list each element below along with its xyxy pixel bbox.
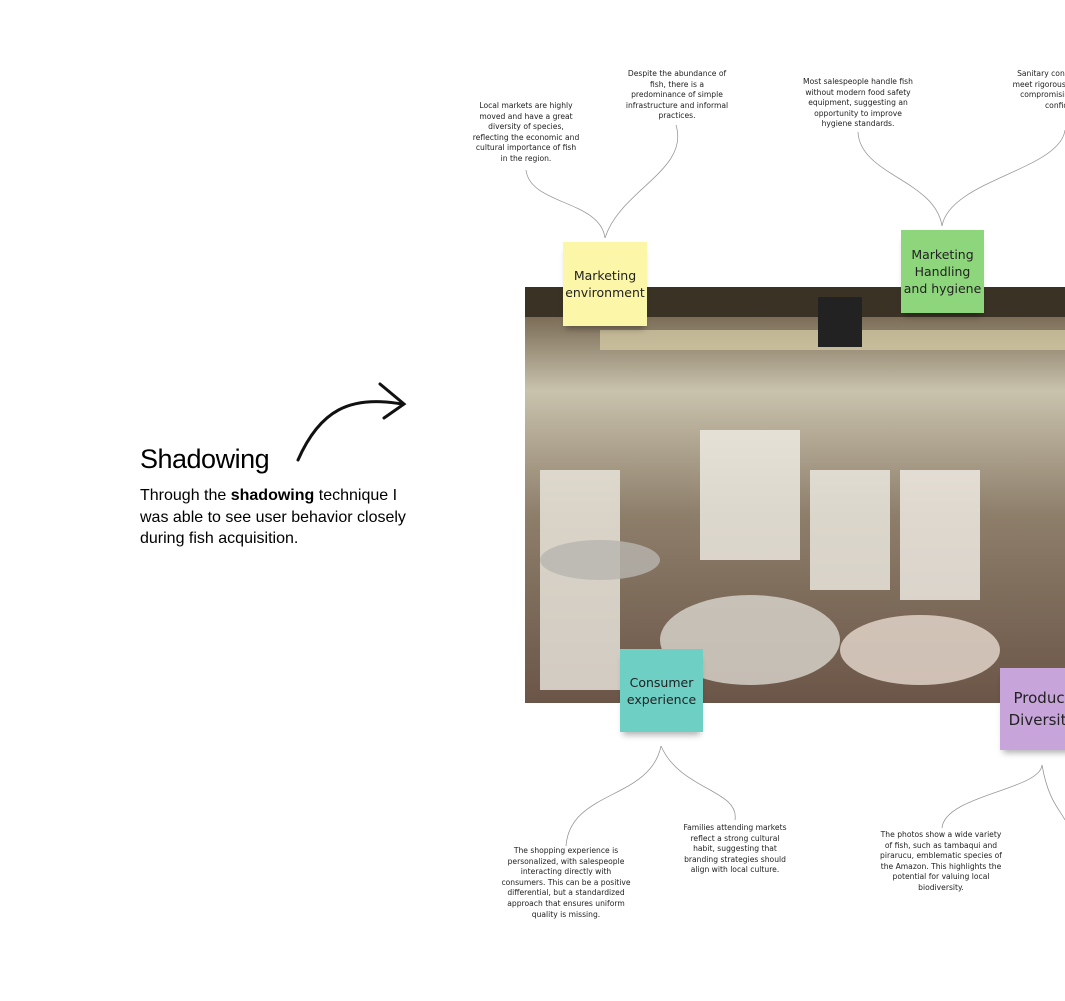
sticky-note[interactable]: Marketing environment xyxy=(563,242,647,326)
note: The shopping experience is personalized,… xyxy=(501,846,631,919)
sticky-note[interactable]: Marketing Handling and hygiene xyxy=(901,230,984,313)
intro-text: Through the shadowing technique I was ab… xyxy=(140,485,420,550)
market-photo xyxy=(525,287,1065,703)
arrow xyxy=(296,382,407,462)
sticky-note[interactable]: Consumer experience xyxy=(620,649,703,732)
heading: Shadowing xyxy=(140,444,270,474)
note: The photos show a wide variety of fish, … xyxy=(880,830,1002,892)
text: Through the xyxy=(140,487,227,504)
note: Most salespeople handle fish without mod… xyxy=(803,77,913,129)
bold-text: shadowing xyxy=(230,487,315,504)
note: Families attending markets reflect a str… xyxy=(683,823,787,875)
note: Local markets are highly moved and have … xyxy=(472,101,580,163)
note: Sanitary conditions do not meet rigorous… xyxy=(1012,69,1065,110)
note: Despite the abundance of fish, there is … xyxy=(625,69,729,121)
connectors xyxy=(525,124,1065,847)
sticky-note[interactable]: Product Diversity xyxy=(1000,668,1065,750)
text: technique I was able to see user behavio… xyxy=(140,487,406,547)
